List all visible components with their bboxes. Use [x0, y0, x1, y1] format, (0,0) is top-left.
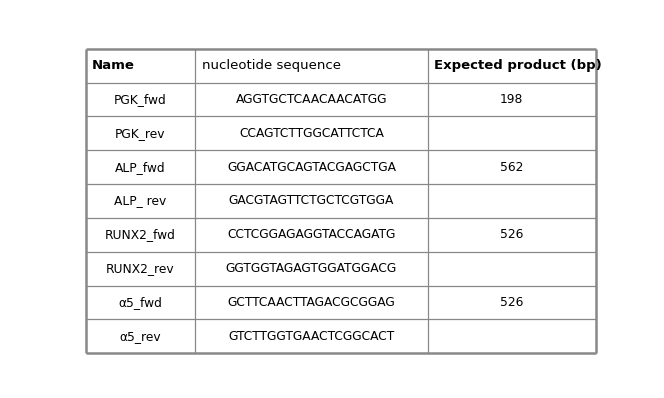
Text: ALP_fwd: ALP_fwd: [115, 161, 166, 174]
Text: GGACATGCAGTACGAGCTGA: GGACATGCAGTACGAGCTGA: [227, 161, 396, 174]
Text: GGTGGTAGAGTGGATGGACG: GGTGGTAGAGTGGATGGACG: [226, 262, 397, 275]
Text: CCAGTCTTGGCATTCTCA: CCAGTCTTGGCATTCTCA: [239, 127, 384, 140]
Text: α5_rev: α5_rev: [120, 330, 161, 343]
Text: 526: 526: [500, 296, 523, 309]
Text: nucleotide sequence: nucleotide sequence: [201, 59, 341, 72]
Text: PGK_fwd: PGK_fwd: [114, 93, 167, 106]
Text: ALP_ rev: ALP_ rev: [114, 195, 167, 207]
Text: Name: Name: [92, 59, 135, 72]
Text: GTCTTGGTGAACTCGGCACT: GTCTTGGTGAACTCGGCACT: [228, 330, 394, 343]
Text: 198: 198: [500, 93, 523, 106]
Text: 562: 562: [500, 161, 523, 174]
Text: AGGTGCTCAACAACATGG: AGGTGCTCAACAACATGG: [236, 93, 387, 106]
Text: CCTCGGAGAGGTACCAGATG: CCTCGGAGAGGTACCAGATG: [227, 228, 396, 241]
Text: Expected product (bp): Expected product (bp): [434, 59, 602, 72]
Text: RUNX2_fwd: RUNX2_fwd: [105, 228, 176, 241]
Text: RUNX2_rev: RUNX2_rev: [106, 262, 175, 275]
Text: 526: 526: [500, 228, 523, 241]
Text: GCTTCAACTTAGACGCGGAG: GCTTCAACTTAGACGCGGAG: [228, 296, 395, 309]
Text: GACGTAGTTCTGCTCGTGGA: GACGTAGTTCTGCTCGTGGA: [229, 195, 394, 207]
Text: α5_fwd: α5_fwd: [118, 296, 163, 309]
Text: PGK_rev: PGK_rev: [115, 127, 166, 140]
